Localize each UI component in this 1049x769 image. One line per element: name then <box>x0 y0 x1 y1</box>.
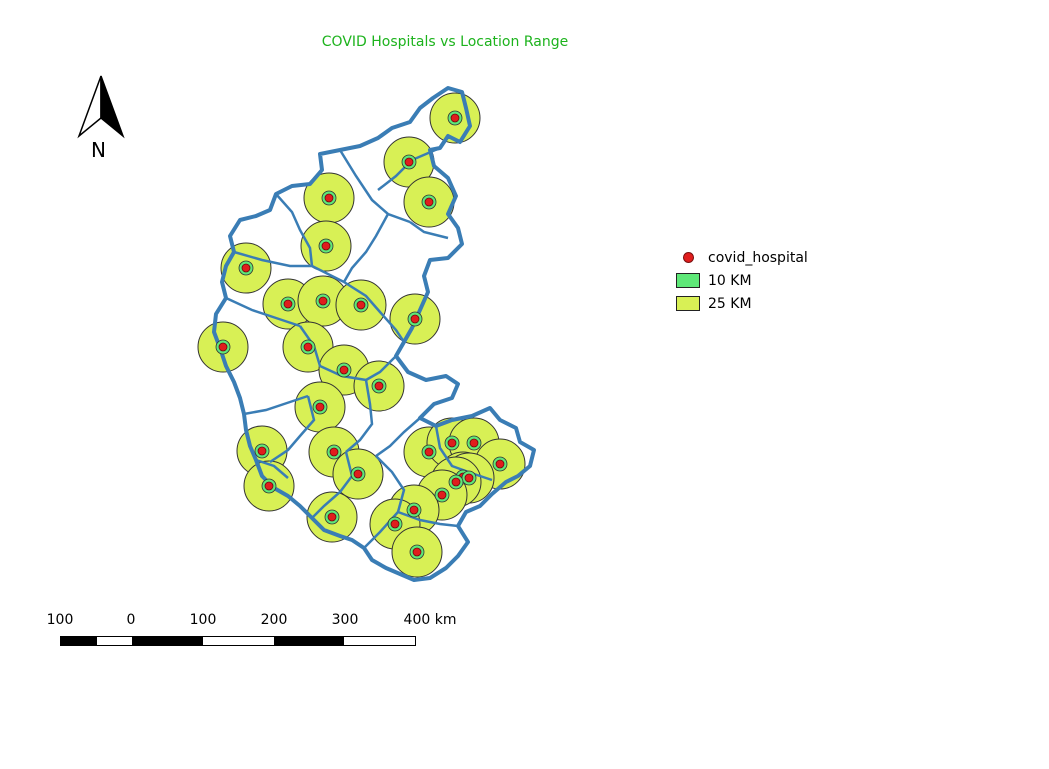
scale-label: 100 <box>46 612 74 628</box>
hospital-point[interactable] <box>327 512 337 522</box>
hospital-point[interactable] <box>321 241 331 251</box>
hospital-point[interactable] <box>218 342 228 352</box>
scale-bar: 100 0 100 200 300 400 km <box>46 612 470 652</box>
scale-label: 200 <box>260 612 288 628</box>
hospital-point[interactable] <box>447 438 457 448</box>
hospital-point[interactable] <box>353 469 363 479</box>
hospital-point-icon <box>682 252 694 263</box>
buffer-25km-swatch <box>676 296 700 311</box>
scale-label: 400 km <box>403 612 457 628</box>
hospital-point[interactable] <box>339 365 349 375</box>
hospital-point[interactable] <box>356 300 366 310</box>
legend-item-25km: 25 KM <box>676 292 808 315</box>
hospital-point[interactable] <box>412 547 422 557</box>
state-boundary <box>212 86 536 582</box>
legend: covid_hospital 10 KM 25 KM <box>676 246 808 315</box>
hospital-point[interactable] <box>324 193 334 203</box>
scale-label: 0 <box>126 612 136 628</box>
hospital-point[interactable] <box>374 381 384 391</box>
hospital-point[interactable] <box>390 519 400 529</box>
district-boundaries <box>225 146 493 549</box>
hospital-point[interactable] <box>303 342 313 352</box>
hospital-point[interactable] <box>424 447 434 457</box>
scale-bar-segments <box>60 636 416 646</box>
hospital-point[interactable] <box>264 481 274 491</box>
map-title: COVID Hospitals vs Location Range <box>321 34 569 50</box>
buffer-layer <box>197 92 526 578</box>
hospital-layer <box>215 110 508 560</box>
hospital-point[interactable] <box>410 314 420 324</box>
hospital-point[interactable] <box>495 459 505 469</box>
hospital-point[interactable] <box>451 477 461 487</box>
legend-item-covid-hospital: covid_hospital <box>676 246 808 269</box>
hospital-point[interactable] <box>464 473 474 483</box>
hospital-point[interactable] <box>424 197 434 207</box>
hospital-point[interactable] <box>469 438 479 448</box>
north-label: N <box>91 138 106 162</box>
scale-label: 300 <box>331 612 359 628</box>
hospital-point[interactable] <box>315 402 325 412</box>
hospital-point[interactable] <box>283 299 293 309</box>
hospital-point[interactable] <box>409 505 419 515</box>
legend-item-10km: 10 KM <box>676 269 808 292</box>
hospital-point[interactable] <box>437 490 447 500</box>
hospital-point[interactable] <box>450 113 460 123</box>
scale-label: 100 <box>189 612 217 628</box>
hospital-point[interactable] <box>329 447 339 457</box>
hospital-point[interactable] <box>257 446 267 456</box>
buffer-10km-swatch <box>676 273 700 288</box>
north-arrow-icon <box>77 75 125 139</box>
hospital-point[interactable] <box>318 296 328 306</box>
hospital-point[interactable] <box>404 157 414 167</box>
hospital-point[interactable] <box>241 263 251 273</box>
